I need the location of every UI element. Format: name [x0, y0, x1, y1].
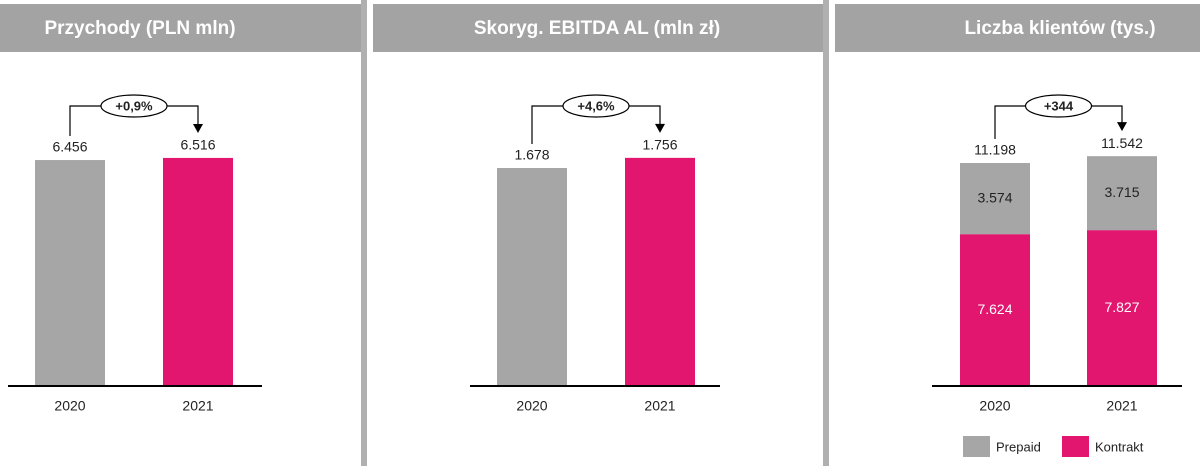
annotation-arrow: [193, 123, 203, 133]
header-bar: [0, 4, 361, 52]
annotation-oval: [100, 94, 168, 118]
panel-title: Przychody (PLN mln): [44, 18, 235, 39]
separator: [361, 0, 367, 466]
annotation: +0,9%: [115, 98, 153, 113]
x-tick-label: 2020: [54, 398, 85, 414]
bar: [625, 157, 695, 386]
bar-segment: [960, 234, 1030, 386]
annotation-arrow: [655, 123, 665, 133]
bar-segment: [1087, 156, 1157, 231]
x-tick-label: 2020: [516, 398, 547, 414]
panel-title: Skoryg. EBITDA AL (mln zł): [474, 18, 720, 39]
value-label: 6.516: [180, 137, 215, 153]
annotation: +4,6%: [577, 98, 615, 113]
header-bar: [373, 4, 823, 52]
segment-label: 7.624: [977, 301, 1012, 317]
header-bar: [835, 4, 1200, 52]
legend-label: Kontrakt: [1095, 439, 1144, 454]
x-tick-label: 2020: [979, 398, 1010, 414]
bar: [497, 167, 567, 386]
bar-segment: [1087, 230, 1157, 386]
annotation-oval: [562, 94, 630, 118]
value-label: 1.678: [514, 147, 549, 163]
panel-title: Liczba klientów (tys.): [964, 18, 1155, 39]
annotation-arrow: [1117, 122, 1127, 132]
x-tick-label: 2021: [1106, 398, 1137, 414]
legend-swatch: [963, 436, 990, 457]
bar: [163, 157, 233, 386]
segment-label: 3.574: [977, 189, 1012, 205]
annotation: +344: [1044, 98, 1074, 113]
separator: [823, 0, 829, 466]
bar-segment: [960, 163, 1030, 235]
segment-label: 7.827: [1104, 299, 1139, 315]
segment-label: 3.715: [1104, 184, 1139, 200]
annotation-oval: [1024, 94, 1093, 118]
x-tick-label: 2021: [182, 398, 213, 414]
bar: [35, 160, 105, 386]
x-tick-label: 2021: [644, 398, 675, 414]
legend-swatch: [1062, 436, 1089, 457]
total-label: 11.542: [1101, 135, 1143, 151]
total-label: 11.198: [974, 142, 1016, 158]
legend-label: Prepaid: [996, 439, 1041, 454]
value-label: 1.756: [642, 137, 677, 153]
value-label: 6.456: [52, 139, 87, 155]
